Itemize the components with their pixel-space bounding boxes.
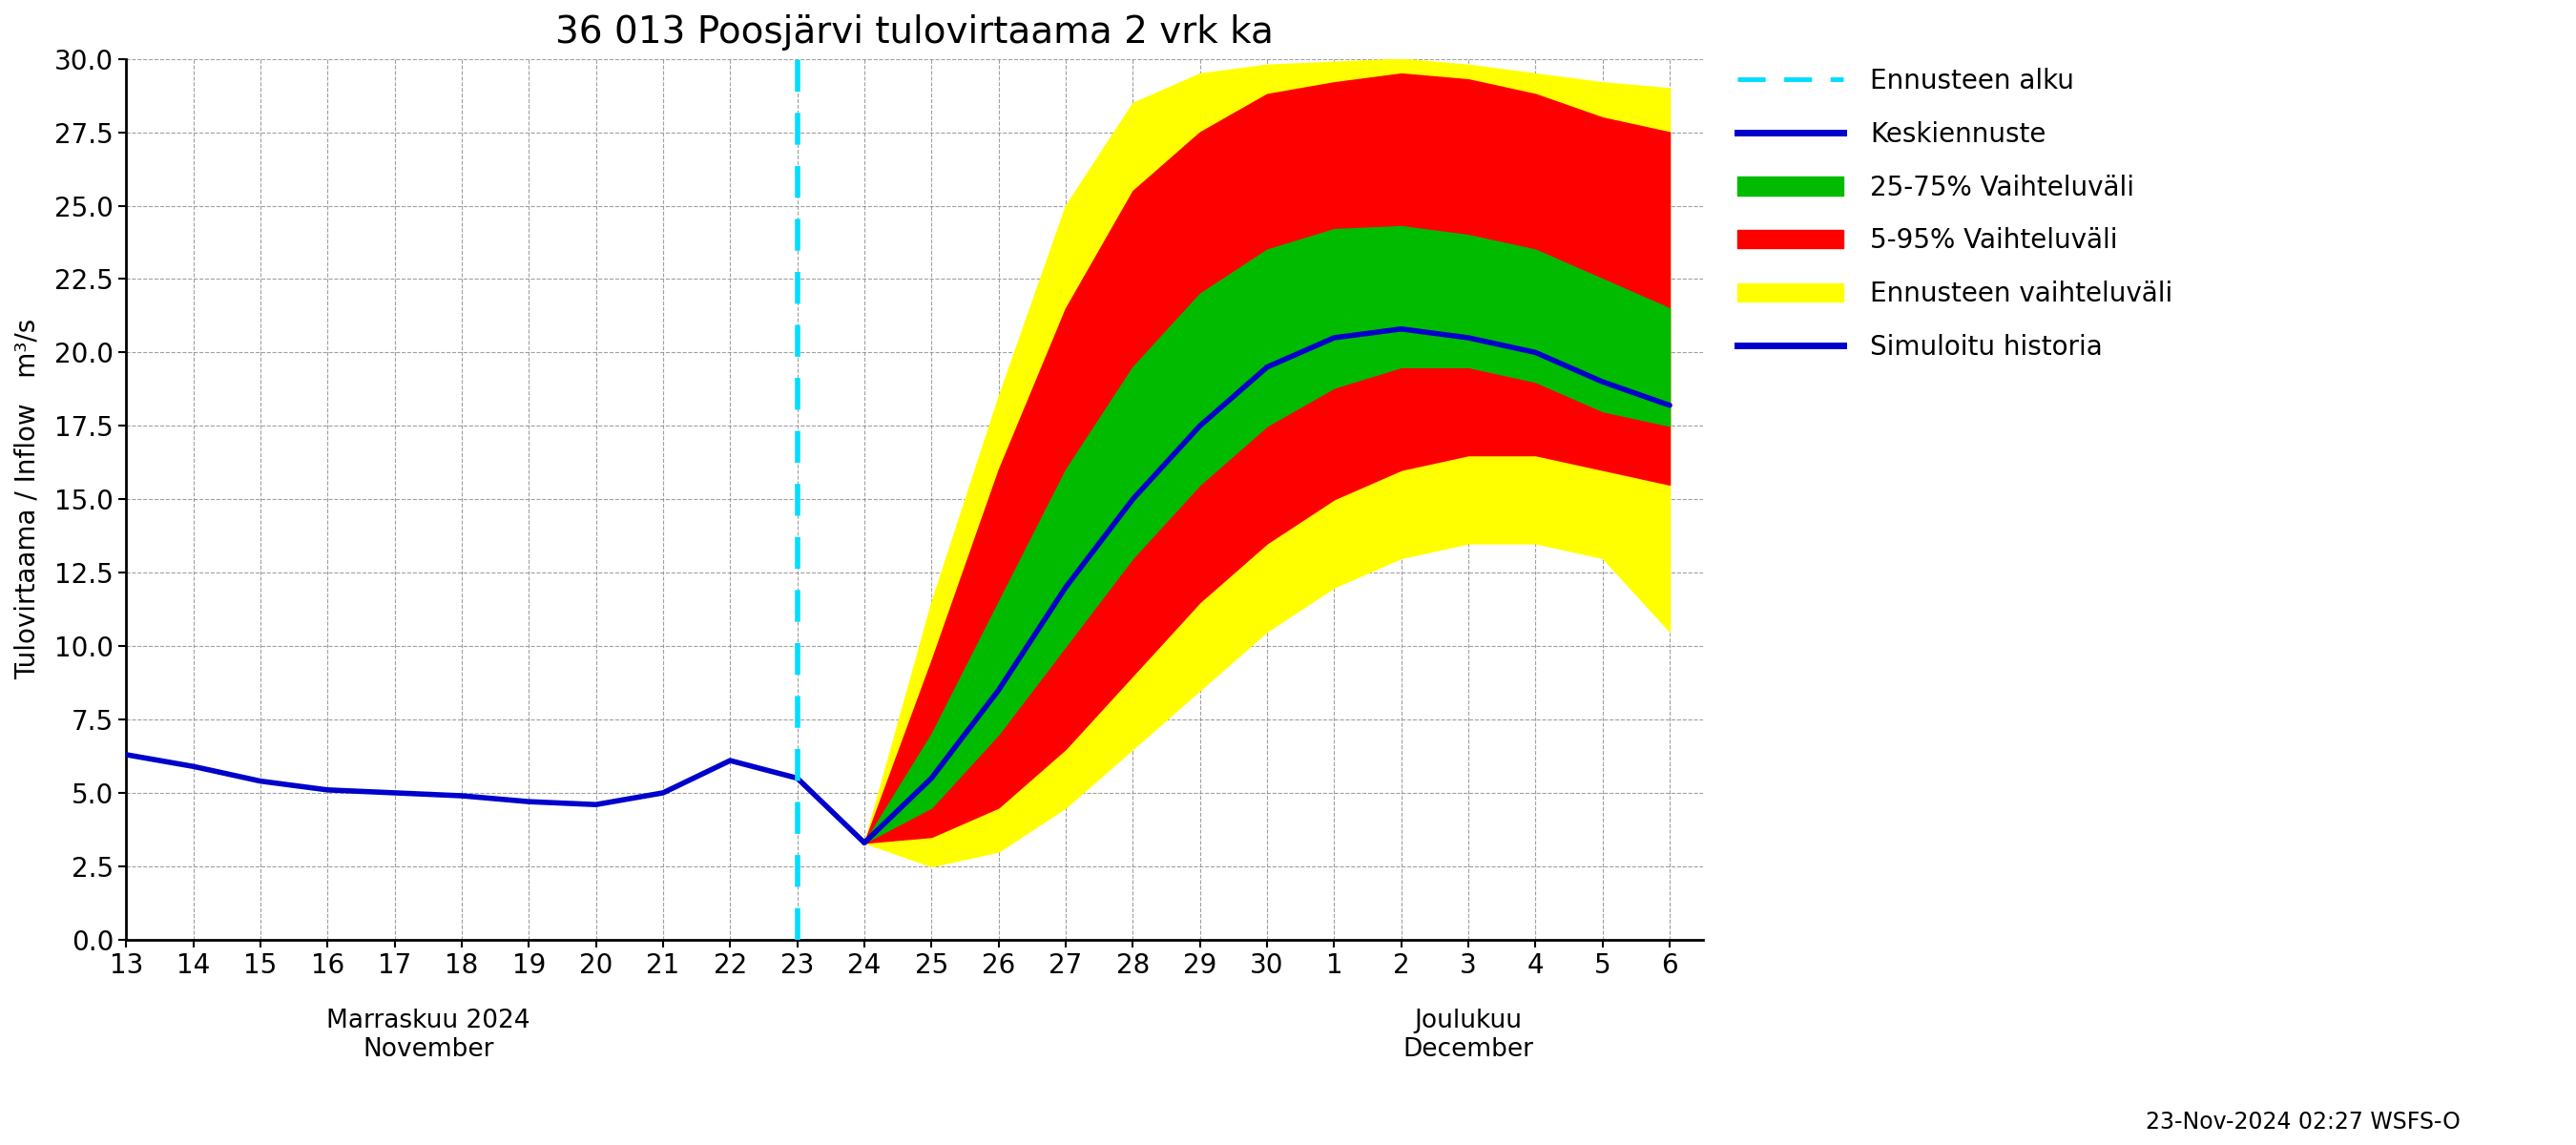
Legend: Ennusteen alku, Keskiennuste, 25-75% Vaihteluväli, 5-95% Vaihteluväli, Ennusteen: Ennusteen alku, Keskiennuste, 25-75% Vai… xyxy=(1723,55,2187,373)
Text: Joulukuu
December: Joulukuu December xyxy=(1404,1009,1533,1063)
Y-axis label: Tulovirtaama / Inflow   m³/s: Tulovirtaama / Inflow m³/s xyxy=(15,318,41,680)
Text: 23-Nov-2024 02:27 WSFS-O: 23-Nov-2024 02:27 WSFS-O xyxy=(2146,1111,2460,1134)
Title: 36 013 Poosjärvi tulovirtaama 2 vrk ka: 36 013 Poosjärvi tulovirtaama 2 vrk ka xyxy=(556,14,1275,50)
Text: Marraskuu 2024
November: Marraskuu 2024 November xyxy=(327,1009,531,1063)
